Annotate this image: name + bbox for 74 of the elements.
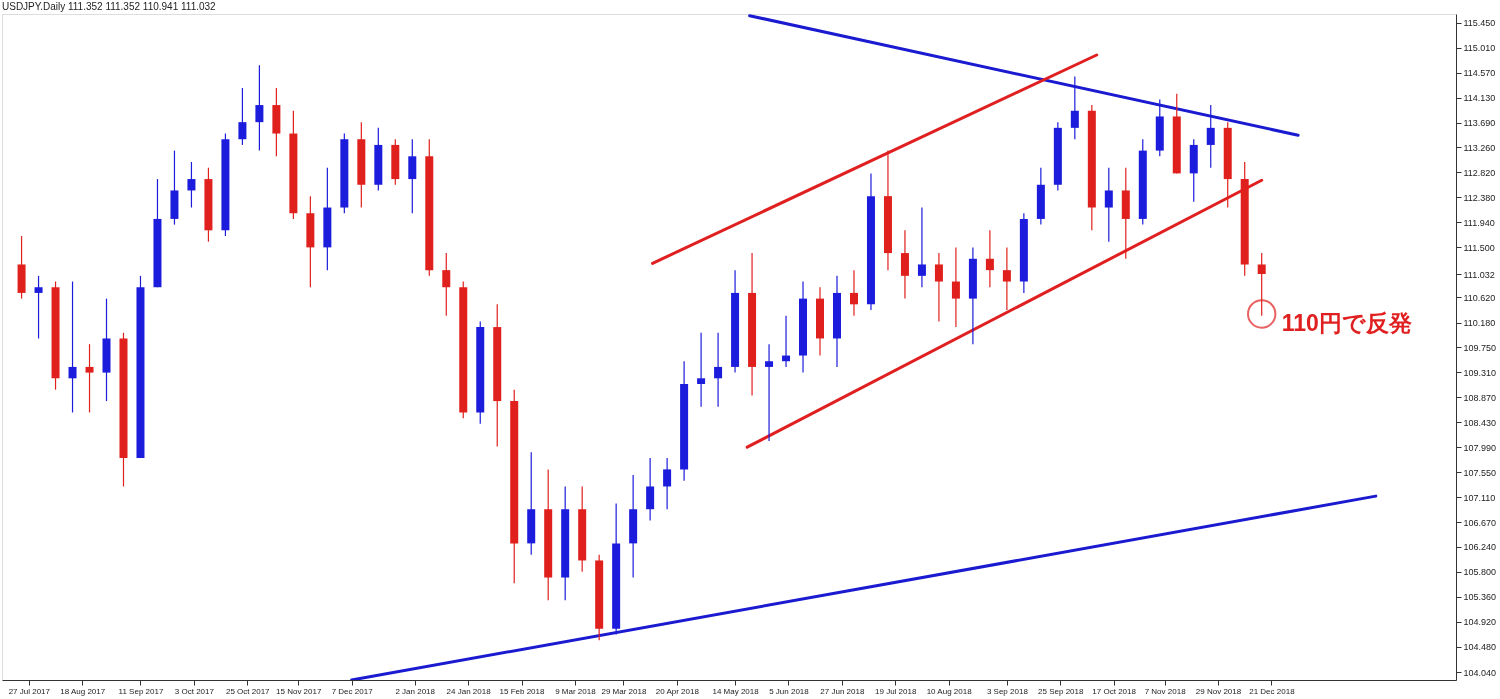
x-tick-label: 25 Oct 2017 bbox=[225, 686, 271, 696]
y-tick-label: 104.040 bbox=[1463, 667, 1497, 678]
y-tick-label: 111.940 bbox=[1463, 217, 1495, 228]
y-tick-label: 108.430 bbox=[1463, 417, 1497, 428]
y-tick-label: 108.870 bbox=[1463, 392, 1497, 403]
x-tick-label: 29 Mar 2018 bbox=[601, 686, 647, 696]
candlestick bbox=[255, 64, 264, 152]
y-tick-label: 104.480 bbox=[1463, 642, 1497, 653]
y-tick-label: 107.110 bbox=[1463, 492, 1496, 503]
y-tick-label: 114.130 bbox=[1463, 93, 1496, 104]
annotation: 110円で反発 bbox=[1281, 309, 1412, 336]
y-tick-label: 110.180 bbox=[1463, 318, 1496, 329]
candlestick bbox=[951, 246, 960, 328]
candlestick bbox=[849, 269, 858, 317]
candlestick bbox=[985, 229, 994, 288]
x-tick-label: 18 Aug 2017 bbox=[60, 686, 106, 696]
y-tick-label: 106.240 bbox=[1463, 542, 1497, 553]
candlestick bbox=[85, 343, 94, 414]
candlestick bbox=[765, 343, 774, 442]
x-tick-label: 7 Nov 2018 bbox=[1144, 686, 1187, 696]
x-tick-label: 17 Oct 2018 bbox=[1092, 686, 1137, 696]
x-tick-label: 9 Mar 2018 bbox=[555, 686, 597, 696]
y-tick-label: 105.800 bbox=[1463, 567, 1497, 578]
y-tick-label: 113.260 bbox=[1463, 142, 1496, 153]
x-tick-label: 21 Dec 2018 bbox=[1249, 686, 1296, 696]
x-tick-label: 3 Sep 2018 bbox=[986, 686, 1029, 696]
y-tick-label: 105.360 bbox=[1463, 592, 1497, 603]
y-tick-label: 109.750 bbox=[1463, 342, 1497, 353]
candlestick bbox=[187, 161, 196, 209]
y-tick-label: 112.820 bbox=[1463, 167, 1496, 178]
x-tick-label: 3 Oct 2017 bbox=[174, 686, 215, 696]
x-tick-label: 27 Jul 2017 bbox=[8, 686, 51, 696]
candlestick bbox=[442, 252, 451, 317]
x-tick-label: 20 Apr 2018 bbox=[655, 686, 700, 696]
y-tick-label: 114.570 bbox=[1463, 68, 1496, 79]
y-tick-label: 112.380 bbox=[1463, 192, 1496, 203]
x-tick-label: 15 Feb 2018 bbox=[499, 686, 546, 696]
candlestick bbox=[68, 280, 77, 414]
y-tick-label: 111.500 bbox=[1463, 242, 1495, 253]
candlestick bbox=[900, 229, 909, 300]
candlestick bbox=[697, 332, 706, 408]
y-tick-label: 107.550 bbox=[1463, 467, 1497, 478]
candlestick bbox=[646, 457, 655, 522]
y-tick-label: 109.310 bbox=[1463, 367, 1497, 378]
x-tick-label: 5 Jun 2018 bbox=[769, 686, 810, 696]
x-tick-label: 11 Sep 2017 bbox=[118, 686, 164, 696]
x-tick-label: 10 Aug 2018 bbox=[926, 686, 973, 696]
x-tick-label: 27 Jun 2018 bbox=[820, 686, 865, 696]
x-tick-label: 25 Sep 2018 bbox=[1038, 686, 1085, 696]
x-tick-label: 29 Nov 2018 bbox=[1195, 686, 1242, 696]
candlestick bbox=[714, 332, 723, 408]
y-tick-label: 106.670 bbox=[1463, 517, 1497, 528]
chart-title: USDJPY.Daily 111.352 111.352 110.941 111.032 bbox=[2, 1, 217, 12]
x-tick-label: 24 Jan 2018 bbox=[446, 686, 492, 696]
y-tick-label: 111.032 bbox=[1463, 269, 1495, 280]
candlestick bbox=[917, 206, 926, 288]
candlestick bbox=[1104, 167, 1113, 243]
y-tick-label: 115.450 bbox=[1463, 18, 1496, 29]
y-tick-label: 107.990 bbox=[1463, 442, 1497, 453]
candlestick bbox=[408, 138, 417, 214]
candlestick bbox=[663, 457, 672, 510]
y-tick-label: 113.690 bbox=[1463, 118, 1496, 129]
y-tick-label: 115.010 bbox=[1463, 43, 1496, 54]
candlestick bbox=[238, 87, 247, 146]
candlestick bbox=[34, 275, 43, 340]
candlestick bbox=[934, 252, 943, 322]
x-tick-label: 14 May 2018 bbox=[712, 686, 760, 696]
x-tick-label: 19 Jul 2018 bbox=[875, 686, 917, 696]
y-tick-label: 110.620 bbox=[1463, 292, 1496, 303]
x-tick-label: 7 Dec 2017 bbox=[331, 686, 374, 696]
x-tick-label: 2 Jan 2018 bbox=[395, 686, 436, 696]
x-tick-label: 15 Nov 2017 bbox=[276, 686, 322, 696]
y-tick-label: 104.920 bbox=[1463, 617, 1497, 628]
candlestick bbox=[1002, 246, 1011, 311]
